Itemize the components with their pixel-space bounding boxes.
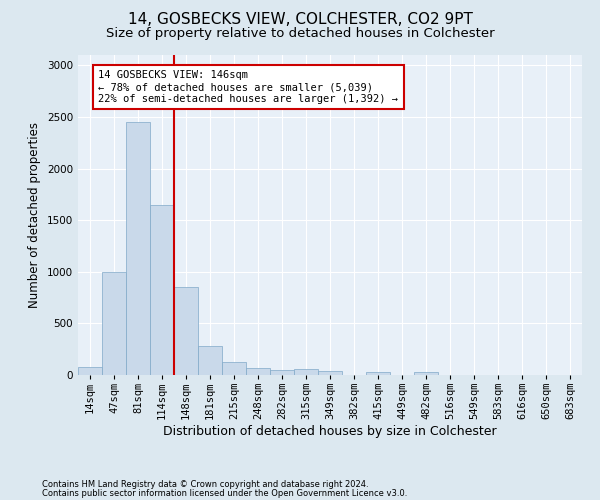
Text: Contains HM Land Registry data © Crown copyright and database right 2024.: Contains HM Land Registry data © Crown c… bbox=[42, 480, 368, 489]
Text: Size of property relative to detached houses in Colchester: Size of property relative to detached ho… bbox=[106, 28, 494, 40]
Text: 14 GOSBECKS VIEW: 146sqm
← 78% of detached houses are smaller (5,039)
22% of sem: 14 GOSBECKS VIEW: 146sqm ← 78% of detach… bbox=[98, 70, 398, 104]
Y-axis label: Number of detached properties: Number of detached properties bbox=[28, 122, 41, 308]
Bar bbox=[126, 122, 150, 375]
Bar bbox=[198, 346, 222, 375]
Bar bbox=[102, 272, 126, 375]
Bar bbox=[366, 372, 390, 375]
Bar bbox=[222, 362, 246, 375]
Bar bbox=[174, 288, 198, 375]
Bar bbox=[270, 370, 294, 375]
Bar bbox=[150, 204, 174, 375]
Bar bbox=[78, 366, 102, 375]
Bar bbox=[414, 372, 438, 375]
Bar bbox=[318, 371, 342, 375]
Text: 14, GOSBECKS VIEW, COLCHESTER, CO2 9PT: 14, GOSBECKS VIEW, COLCHESTER, CO2 9PT bbox=[128, 12, 472, 28]
Bar bbox=[294, 370, 318, 375]
X-axis label: Distribution of detached houses by size in Colchester: Distribution of detached houses by size … bbox=[163, 425, 497, 438]
Bar bbox=[246, 368, 270, 375]
Text: Contains public sector information licensed under the Open Government Licence v3: Contains public sector information licen… bbox=[42, 488, 407, 498]
